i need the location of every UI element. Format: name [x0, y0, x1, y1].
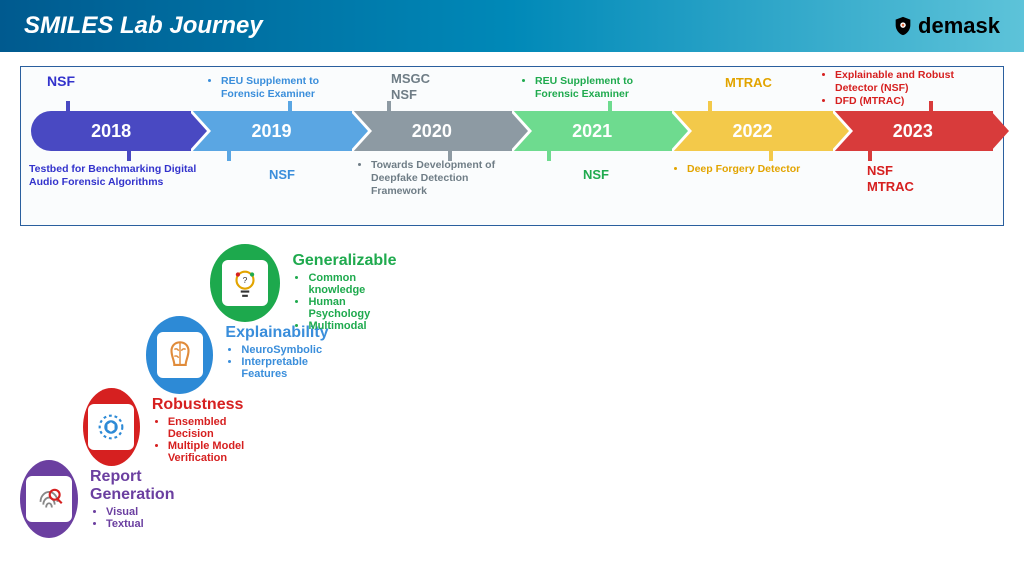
year-2021: 2021	[512, 111, 672, 151]
ann-2023-bottom: NSFMTRAC	[867, 163, 914, 196]
ann-2020-bottom: Towards Development of Deepfake Detectio…	[357, 159, 507, 198]
ann-2021-bottom: NSF	[583, 167, 609, 183]
gear-icon	[88, 404, 134, 450]
year-2023: 2023	[833, 111, 993, 151]
timeline: 201820192020202120222023	[31, 111, 993, 167]
shield-icon	[892, 15, 914, 37]
header: SMILES Lab Journey demask	[0, 0, 1024, 52]
pillar-text: Report GenerationVisualTextual	[90, 468, 194, 530]
pillar-circle	[20, 460, 78, 538]
pillar-items: VisualTextual	[90, 506, 194, 530]
ann-2023-top: Explainable and Robust Detector (NSF)DFD…	[821, 69, 991, 108]
pillar-circle	[146, 316, 213, 394]
pillar-text: ExplainabilityNeuroSymbolicInterpretable…	[225, 324, 339, 380]
year-2022: 2022	[672, 111, 832, 151]
ann-2019-top: REU Supplement to Forensic Examiner	[207, 75, 347, 101]
pillar-circle	[83, 388, 140, 466]
ann-2021-top: REU Supplement to Forensic Examiner	[521, 75, 661, 101]
ann-2022-bottom: Deep Forgery Detector	[673, 163, 800, 176]
pillar-title: Report Generation	[90, 468, 194, 504]
pillar-circle: ?	[210, 244, 280, 322]
pillar-items: Ensembled DecisionMultiple Model Verific…	[152, 416, 265, 464]
logo-text: demask	[918, 13, 1000, 39]
brain-icon	[157, 332, 203, 378]
timeline-container: NSF REU Supplement to Forensic Examiner …	[20, 66, 1004, 226]
ann-2022-top: MTRAC	[725, 75, 772, 91]
ann-2018-bottom: Testbed for Benchmarking Digital Audio F…	[29, 163, 209, 189]
fingerprint-icon	[26, 476, 72, 522]
svg-text:?: ?	[243, 275, 248, 285]
pillar-text: Robustness Ensembled DecisionMultiple Mod…	[152, 396, 265, 464]
ann-2018-top: NSF	[47, 73, 75, 91]
pillar-items: Common knowledgeHuman PsychologyMultimod…	[292, 272, 404, 332]
pillar-robustness: Robustness Ensembled DecisionMultiple Mod…	[83, 388, 265, 466]
pillar-report-generation: Report GenerationVisualTextual	[20, 460, 194, 538]
pillar-title: Robustness	[152, 396, 265, 414]
pillar-text: Generalizable Common knowledgeHuman Psych…	[292, 252, 404, 332]
year-2018: 2018	[31, 111, 191, 151]
year-2019: 2019	[191, 111, 351, 151]
pillar-items: NeuroSymbolicInterpretable Features	[225, 344, 339, 380]
year-2020: 2020	[352, 111, 512, 151]
pillar-generalizable: ? Generalizable Common knowledgeHuman Psyc…	[210, 244, 404, 332]
pillar-title: Generalizable	[292, 252, 404, 270]
lightbulb-icon: ?	[222, 260, 268, 306]
ann-2019-bottom: NSF	[269, 167, 295, 183]
ann-2020-top: MSGCNSF	[391, 71, 430, 104]
page-title: SMILES Lab Journey	[24, 12, 263, 40]
logo: demask	[892, 13, 1000, 39]
